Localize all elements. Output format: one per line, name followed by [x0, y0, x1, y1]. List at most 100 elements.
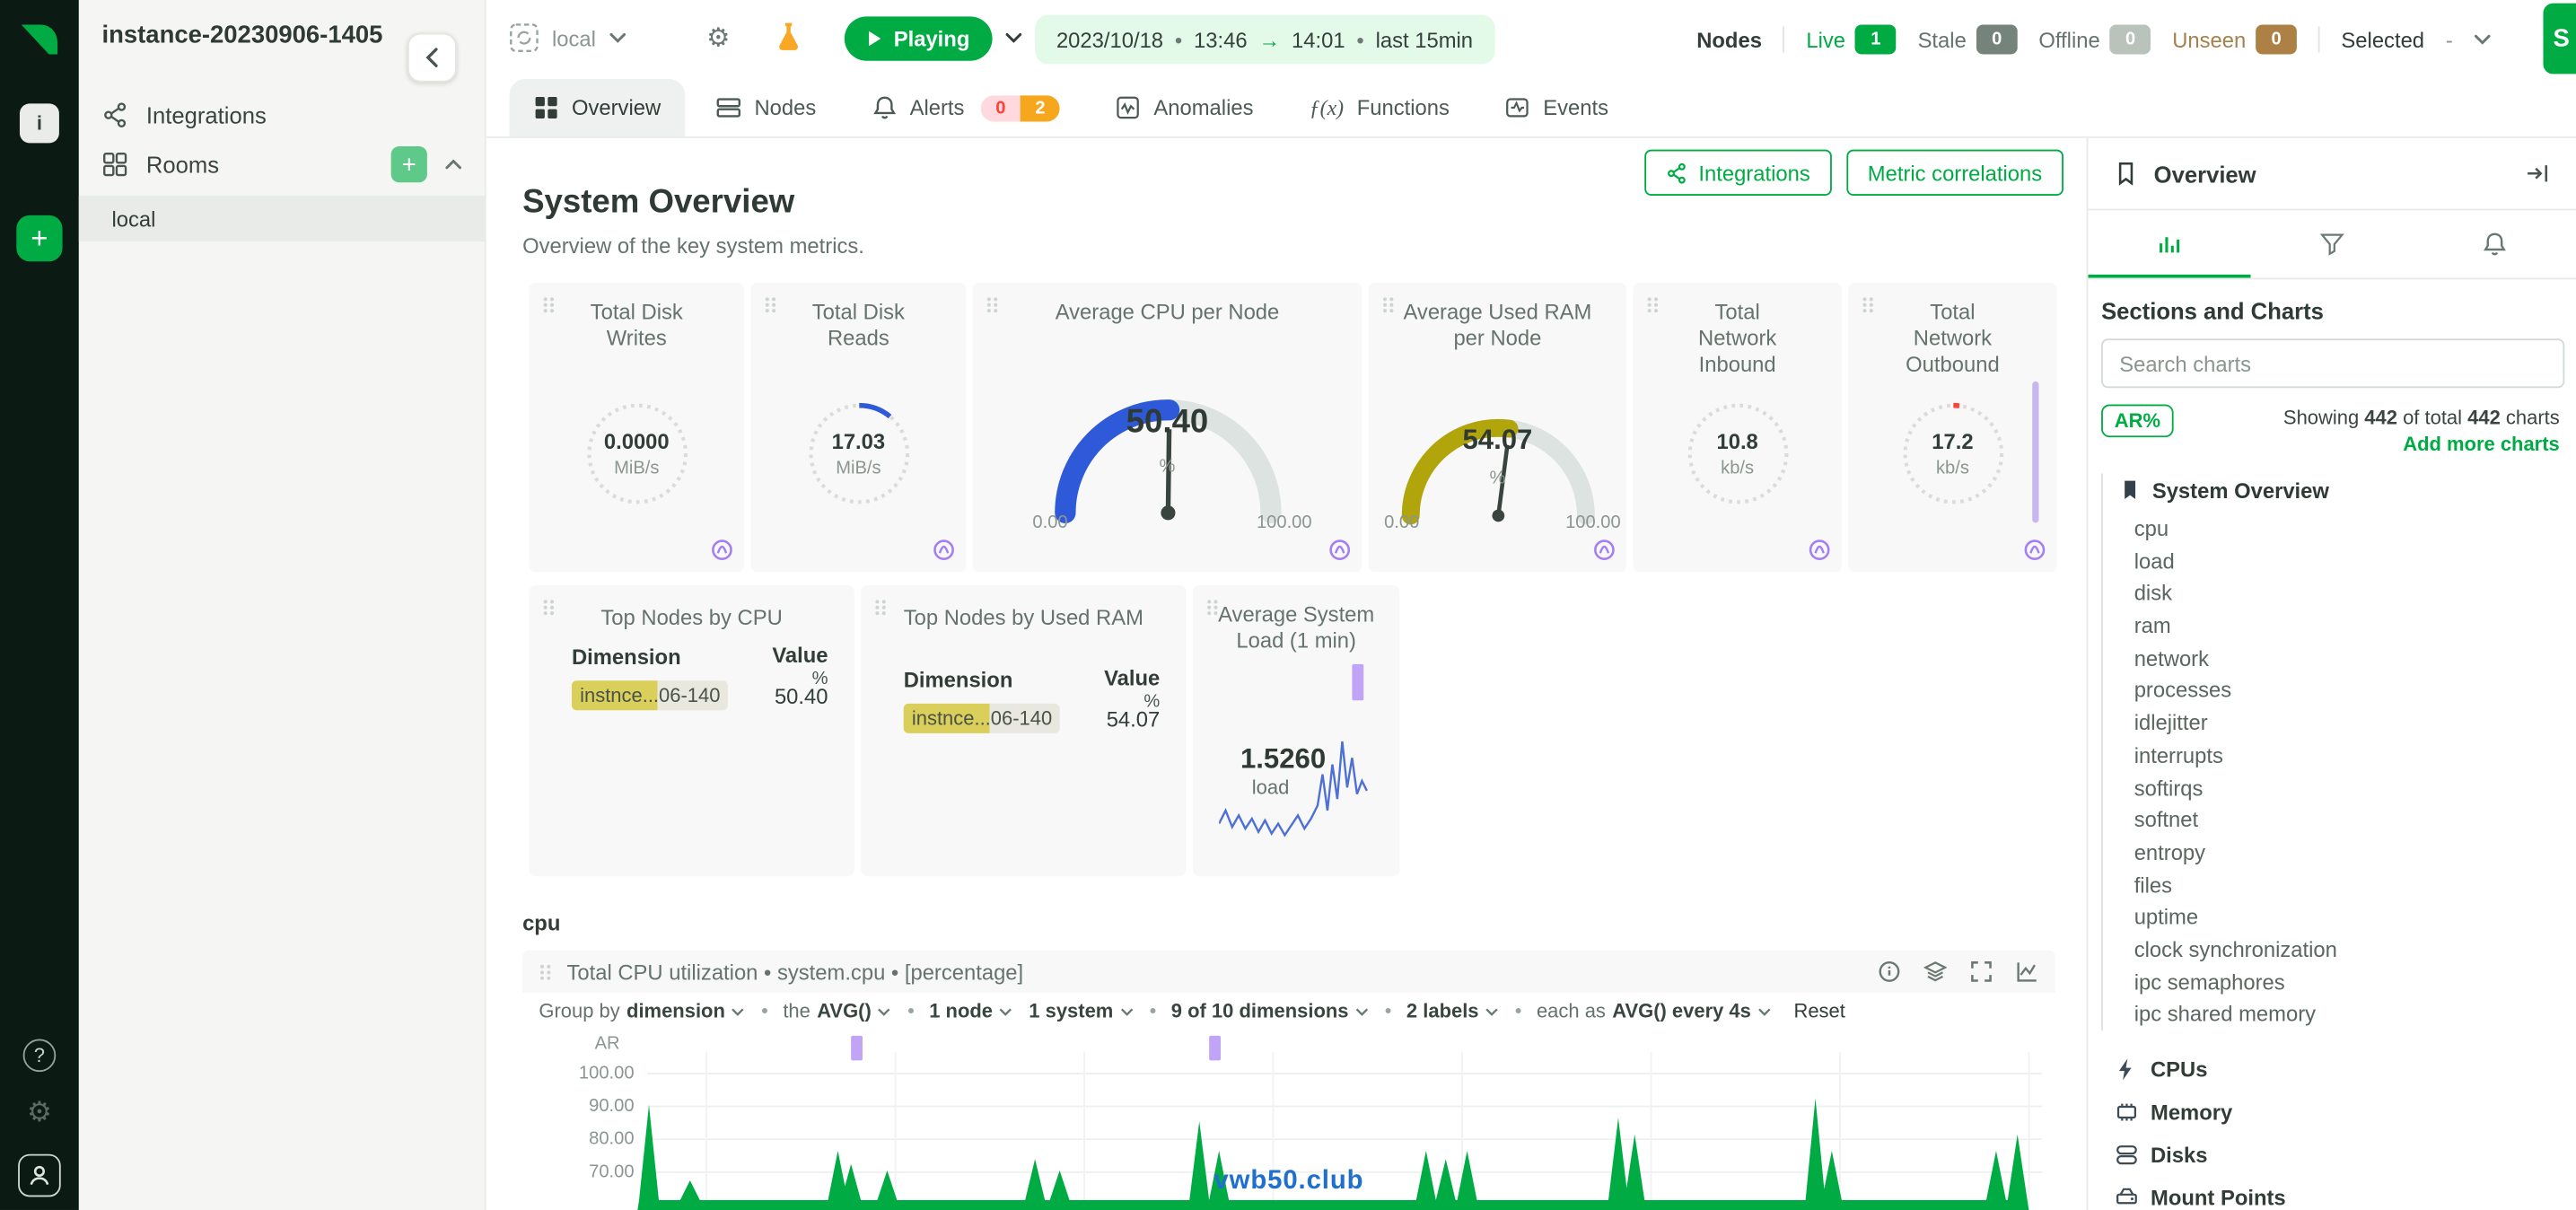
tab-overview[interactable]: Overview: [509, 78, 686, 137]
menu-item-entropy[interactable]: entropy: [2134, 839, 2206, 865]
anomalies-rate-icon[interactable]: [2024, 539, 2046, 561]
gauge-card-network-inbound[interactable]: Total Network Inbound 10.8 kb/s: [1633, 283, 1842, 573]
anomalies-rate-icon[interactable]: [1593, 539, 1615, 561]
menu-item-idlejitter[interactable]: idlejitter: [2134, 710, 2208, 735]
sidebar-item-rooms[interactable]: Rooms +: [79, 140, 485, 189]
gauge-card-total-disk-writes[interactable]: Total Disk Writes 0.0000 MiB/s: [529, 283, 745, 573]
play-button[interactable]: Playing: [844, 16, 994, 61]
add-room-button[interactable]: +: [390, 146, 427, 183]
info-button[interactable]: i: [19, 103, 59, 144]
instances-control[interactable]: 1 system: [1029, 1000, 1133, 1022]
top-nodes-ram-card[interactable]: Top Nodes by Used RAM Dimension Value% i…: [861, 585, 1187, 877]
settings-gear-icon[interactable]: ⚙: [26, 1096, 52, 1130]
menu-item-load[interactable]: load: [2134, 548, 2175, 574]
anomalies-rate-icon[interactable]: [1329, 539, 1351, 561]
top-nodes-cpu-card[interactable]: Top Nodes by CPU Dimension Value% instnc…: [529, 585, 854, 877]
unseen-nodes[interactable]: Unseen 0: [2172, 24, 2298, 55]
anomalies-rate-icon[interactable]: [1809, 539, 1830, 561]
tab-anomalies[interactable]: Anomalies: [1091, 79, 1278, 136]
collapse-panel-icon[interactable]: [2525, 162, 2549, 184]
anomalies-rate-icon[interactable]: [712, 539, 733, 561]
dimension-pill[interactable]: instnce...06-140: [903, 703, 1061, 733]
table-row[interactable]: instnce...06-140 50.40: [571, 680, 828, 711]
menu-section-cpus[interactable]: CPUs: [2101, 1048, 2576, 1091]
live-nodes[interactable]: Live 1: [1806, 24, 1897, 55]
netdata-logo[interactable]: [16, 16, 62, 62]
metric-correlations-button[interactable]: Metric correlations: [1845, 149, 2063, 196]
menu-section-memory[interactable]: Memory: [2101, 1090, 2576, 1133]
offline-nodes[interactable]: Offline 0: [2038, 24, 2151, 55]
menu-item-cpu[interactable]: cpu: [2134, 516, 2169, 541]
tab-functions[interactable]: ƒ(x) Functions: [1309, 94, 1450, 120]
table-row[interactable]: instnce...06-140 54.07: [903, 703, 1160, 733]
menu-item-system-overview[interactable]: System Overview: [2103, 473, 2576, 506]
gauge-card-network-outbound[interactable]: Total Network Outbound 17.2 kb/s: [1848, 283, 2057, 573]
chevron-down-icon[interactable]: [2474, 34, 2491, 45]
arrow-right-icon: →: [1258, 27, 1281, 52]
layers-icon[interactable]: [1923, 960, 1948, 984]
add-space-button[interactable]: +: [16, 215, 63, 262]
settings-gear-icon[interactable]: ⚙: [706, 21, 731, 53]
integrations-button[interactable]: Integrations: [1643, 149, 1832, 196]
menu-item-processes[interactable]: processes: [2134, 678, 2232, 703]
menu-item-ram[interactable]: ram: [2134, 613, 2171, 638]
help-icon[interactable]: ?: [22, 1039, 57, 1073]
add-more-charts-link[interactable]: Add more charts: [2403, 432, 2560, 456]
chevron-down-icon: [732, 1007, 745, 1015]
room-item-local[interactable]: local: [78, 195, 485, 242]
room-selector[interactable]: local: [509, 23, 626, 53]
tab-charts[interactable]: [2088, 210, 2250, 277]
tab-alerts-panel[interactable]: [2414, 210, 2576, 277]
dimension-pill[interactable]: instnce...06-140: [571, 680, 729, 711]
chevron-down-icon[interactable]: [1005, 32, 1022, 43]
tab-filters[interactable]: [2251, 210, 2414, 277]
average-load-card[interactable]: Average System Load (1 min) 1.5260 load: [1192, 585, 1400, 877]
gauge-card-average-cpu[interactable]: Average CPU per Node 50.40 % 0.00 100.00: [972, 283, 1362, 573]
ar-percent-chip[interactable]: AR%: [2101, 404, 2174, 438]
ring-gauge: 10.8 kb/s: [1678, 395, 1797, 513]
menu-item-files[interactable]: files: [2134, 872, 2173, 898]
reset-button[interactable]: Reset: [1793, 999, 1845, 1023]
dimensions-control[interactable]: 9 of 10 dimensions: [1150, 1000, 1369, 1022]
menu-section-disks[interactable]: Disks: [2101, 1133, 2576, 1176]
sign-in-button[interactable]: S: [2543, 3, 2576, 75]
menu-item-softirqs[interactable]: softirqs: [2134, 775, 2204, 801]
menu-item-clock-synchronization[interactable]: clock synchronization: [2134, 936, 2337, 962]
chart-type-icon[interactable]: [2016, 960, 2039, 984]
menu-item-ipc-semaphores[interactable]: ipc semaphores: [2134, 969, 2285, 995]
load-unit: load: [1251, 776, 1290, 800]
user-avatar-icon[interactable]: [18, 1153, 61, 1197]
info-icon[interactable]: [1878, 960, 1901, 984]
nodes-control[interactable]: 1 node: [907, 1000, 1012, 1022]
time-range-picker[interactable]: 2023/10/18 • 13:46 → 14:01 • last 15min: [1035, 14, 1494, 65]
experiments-flask-icon[interactable]: [775, 22, 802, 51]
search-input[interactable]: [2101, 338, 2565, 389]
groupby-control[interactable]: Group by dimension: [539, 1000, 745, 1022]
sidebar-item-integrations[interactable]: Integrations: [79, 91, 485, 140]
menu-section-mount-points[interactable]: Mount Points: [2101, 1176, 2576, 1210]
fullscreen-icon[interactable]: [1970, 960, 1993, 984]
menu-item-softnet[interactable]: softnet: [2134, 807, 2199, 833]
chart-plot[interactable]: AR 100.00 90.00 80.00 70.00 vwb50.club: [522, 1029, 2055, 1210]
labels-control[interactable]: 2 labels: [1385, 1000, 1499, 1022]
menu-item-uptime[interactable]: uptime: [2134, 904, 2199, 930]
tab-events[interactable]: Events: [1481, 79, 1634, 136]
anomalies-rate-icon[interactable]: [933, 539, 955, 561]
drag-handle-icon: [986, 296, 999, 314]
stale-nodes[interactable]: Stale 0: [1918, 24, 2018, 55]
cpu-utilization-chart-card[interactable]: Total CPU utilization • system.cpu • [pe…: [522, 950, 2055, 1210]
menu-item-interrupts[interactable]: interrupts: [2134, 742, 2223, 767]
gauge-card-average-ram[interactable]: Average Used RAM per Node 54.07 % 0.00 1…: [1368, 283, 1627, 573]
sidebar-collapse-button[interactable]: [407, 32, 457, 83]
gauge-card-total-disk-reads[interactable]: Total Disk Reads 17.03 MiB/s: [750, 283, 967, 573]
chevron-up-icon[interactable]: [445, 159, 461, 170]
scrollbar-thumb[interactable]: [2032, 381, 2039, 523]
menu-item-disk[interactable]: disk: [2134, 581, 2173, 606]
menu-item-network[interactable]: network: [2134, 645, 2210, 671]
menu-item-ipc-shared-memory[interactable]: ipc shared memory: [2134, 1001, 2317, 1027]
tab-nodes[interactable]: Nodes: [692, 79, 841, 136]
